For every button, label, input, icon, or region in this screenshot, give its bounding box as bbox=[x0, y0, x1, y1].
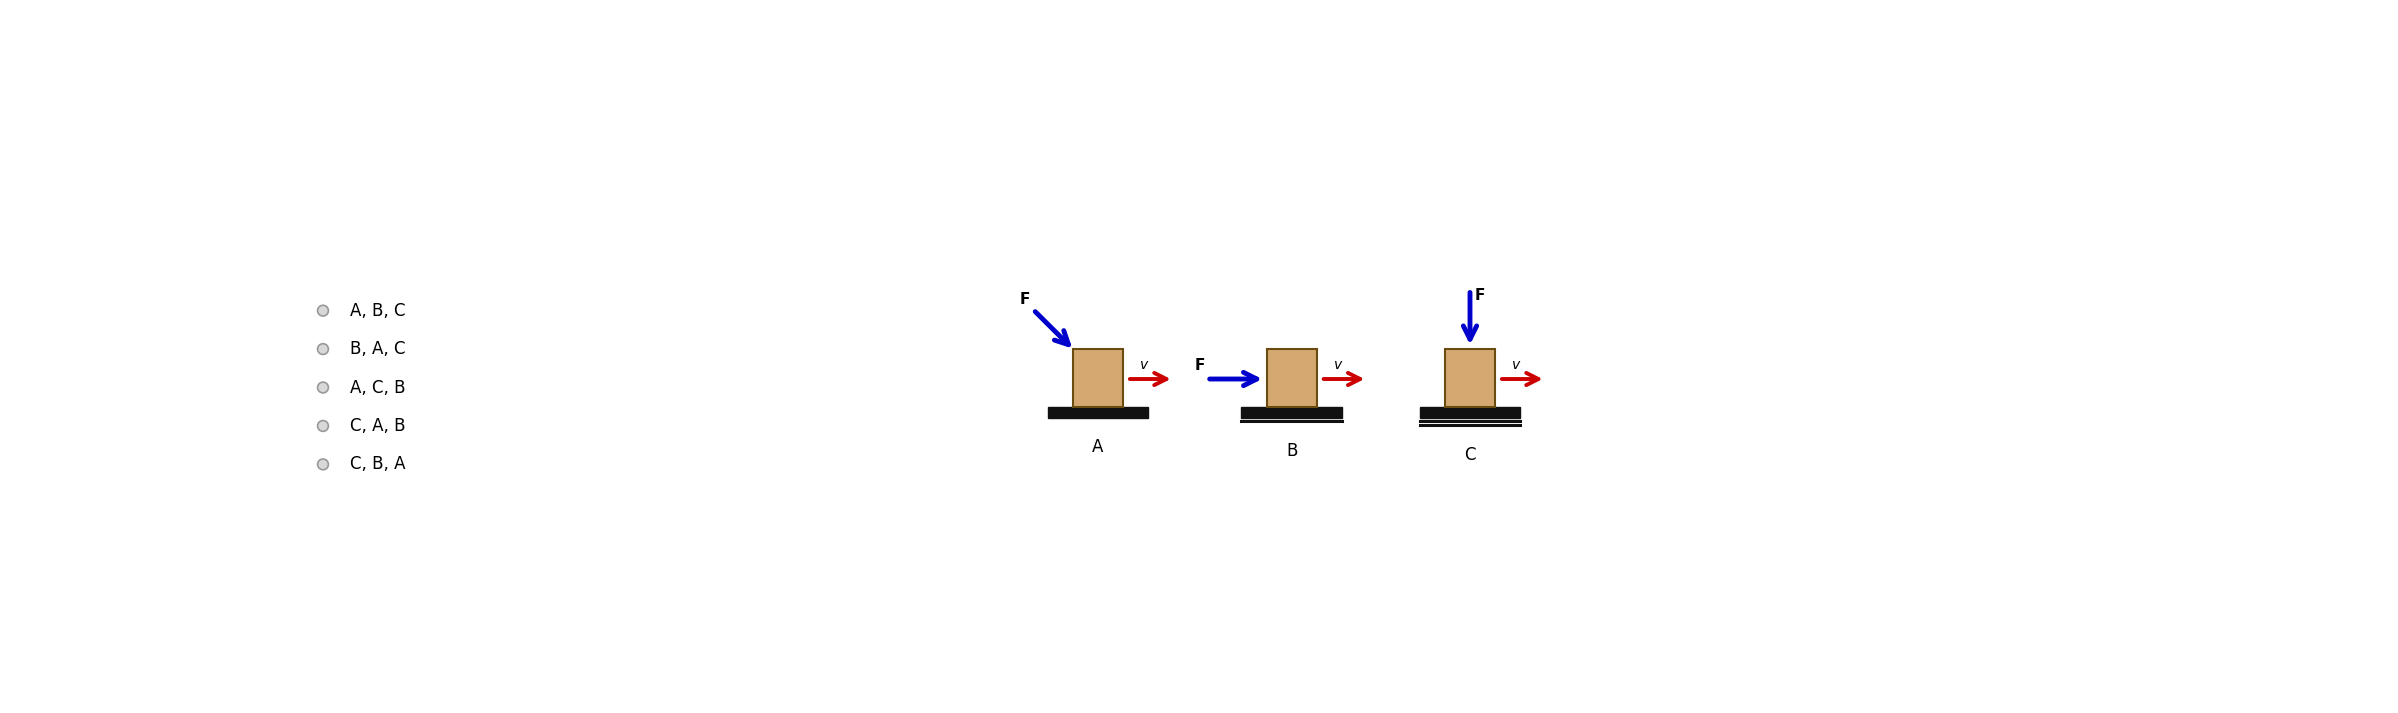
Text: A: A bbox=[1093, 438, 1103, 456]
Text: B: B bbox=[1285, 442, 1297, 460]
Text: C: C bbox=[1465, 446, 1475, 464]
Text: v: v bbox=[1333, 358, 1343, 372]
Bar bbox=[1072, 349, 1122, 406]
Circle shape bbox=[317, 421, 329, 431]
Circle shape bbox=[317, 344, 329, 354]
Bar bbox=[1242, 406, 1343, 418]
Text: F: F bbox=[1019, 292, 1031, 307]
Text: A, B, C: A, B, C bbox=[350, 302, 405, 319]
Bar bbox=[1446, 349, 1496, 406]
Circle shape bbox=[317, 382, 329, 393]
Bar bbox=[1420, 406, 1520, 418]
Text: v: v bbox=[1513, 358, 1520, 372]
Circle shape bbox=[317, 305, 329, 316]
Text: A, C, B: A, C, B bbox=[350, 379, 405, 396]
Circle shape bbox=[317, 459, 329, 470]
Text: v: v bbox=[1139, 358, 1149, 372]
Text: C, A, B: C, A, B bbox=[350, 417, 405, 435]
Text: C, B, A: C, B, A bbox=[350, 456, 405, 473]
Bar bbox=[1048, 406, 1149, 418]
Text: B, A, C: B, A, C bbox=[350, 340, 405, 358]
Text: F: F bbox=[1475, 288, 1484, 303]
Text: F: F bbox=[1194, 358, 1204, 373]
Bar bbox=[1266, 349, 1317, 406]
